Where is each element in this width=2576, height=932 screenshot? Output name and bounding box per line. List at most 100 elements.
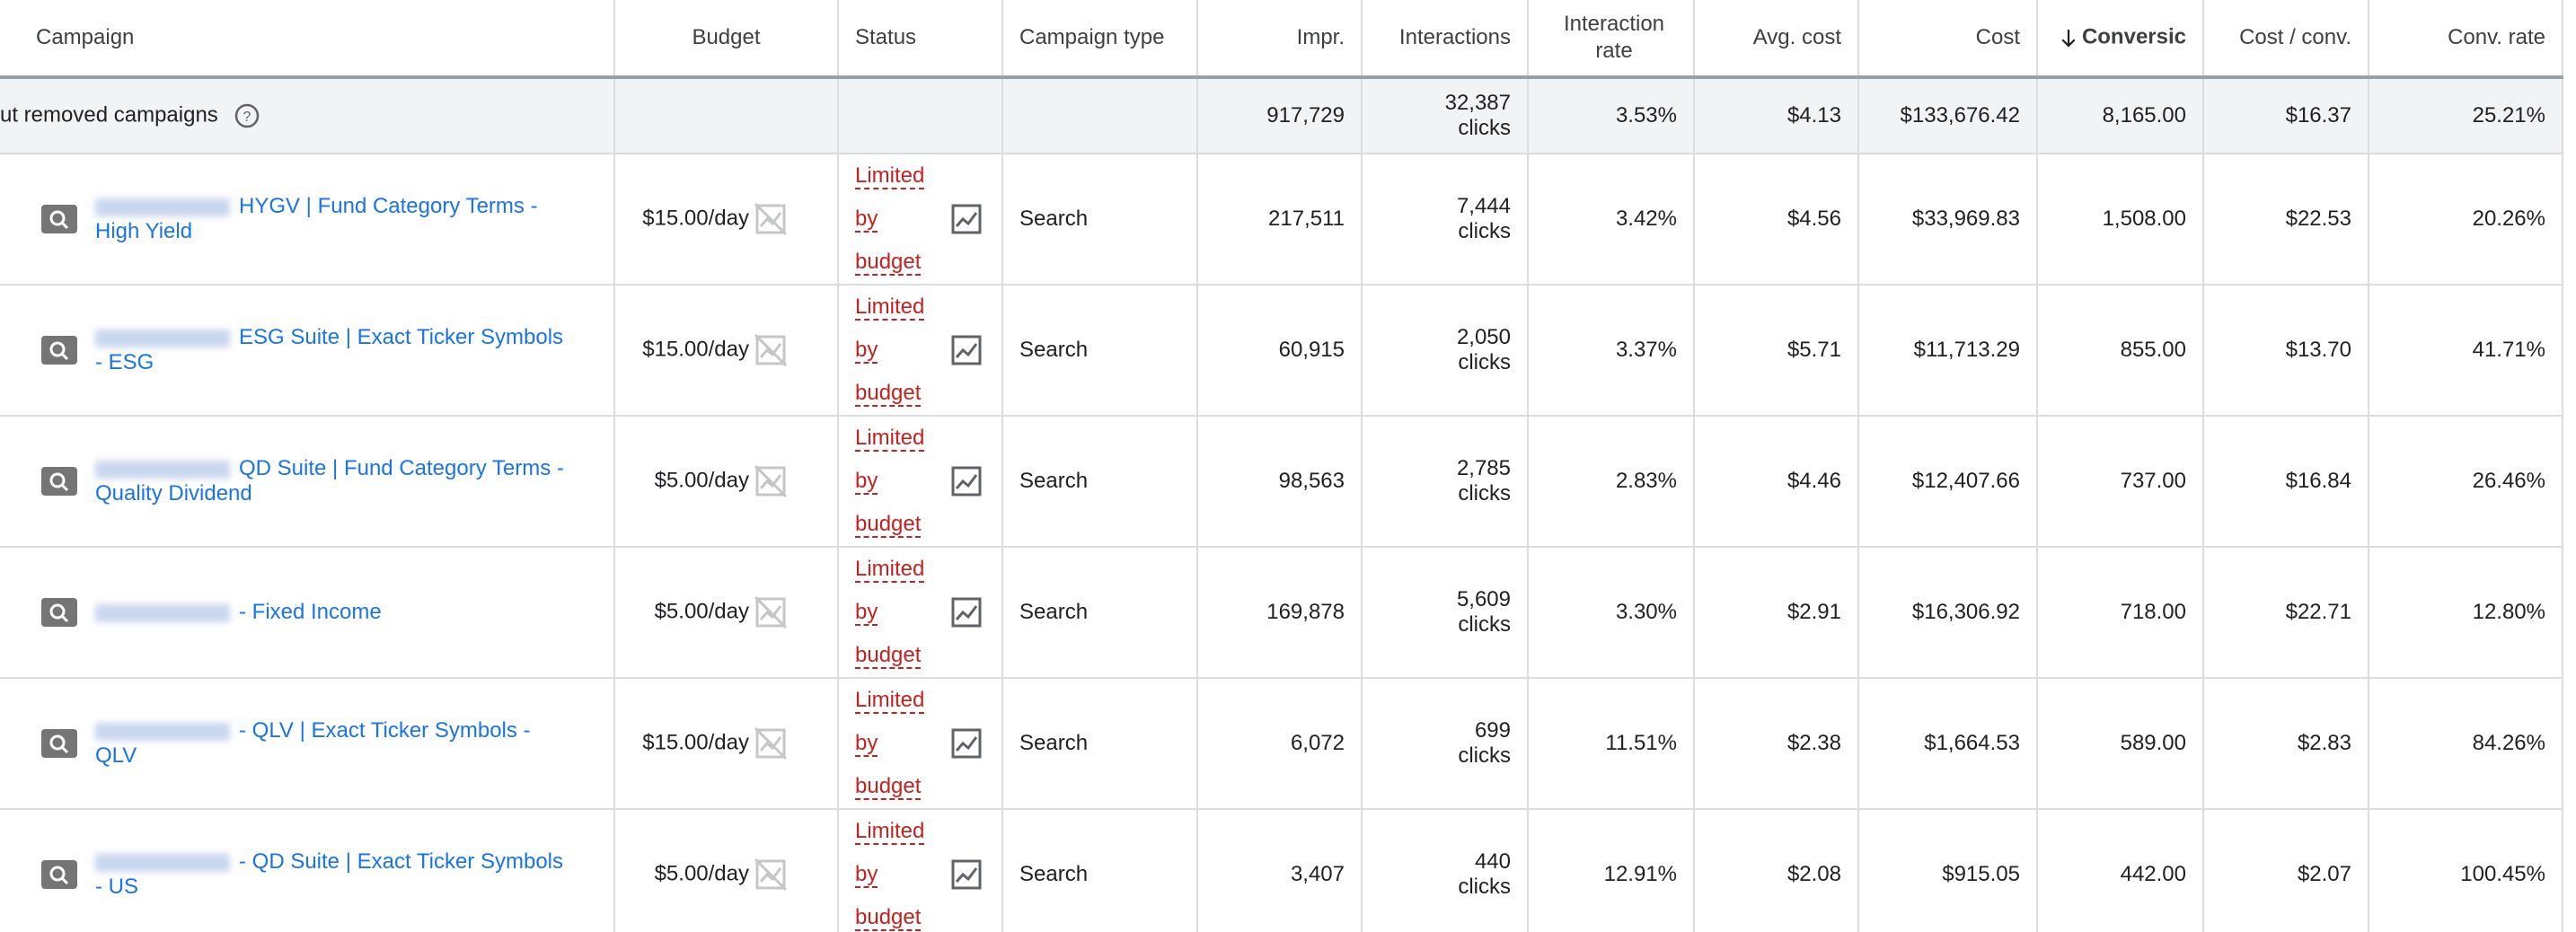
status-cell: Limited by budget	[838, 285, 1003, 417]
header-label[interactable]: Status	[855, 25, 917, 49]
interaction-rate: 12.91%	[1603, 862, 1677, 886]
redacted-prefix	[95, 853, 230, 872]
avg-cost: $4.46	[1786, 469, 1841, 493]
status-text[interactable]: Limited by budget	[855, 417, 936, 545]
column-header[interactable]: Interaction rate	[1528, 0, 1695, 79]
status[interactable]: Limited by budget	[855, 819, 925, 931]
header-label[interactable]: Budget	[692, 25, 761, 49]
metric-cell: $5.71	[1694, 285, 1859, 417]
column-header[interactable]: Cost / conv.	[2203, 0, 2369, 79]
impressions: 6,072	[1290, 731, 1345, 755]
campaign-link[interactable]: QD Suite | Fund Category Terms - Quality…	[95, 456, 571, 506]
metric-cell: 3.37%	[1528, 285, 1695, 417]
type-cell: Search	[1002, 809, 1198, 932]
column-header[interactable]: Campaign type	[1002, 0, 1198, 79]
campaign-name[interactable]: - Fixed Income	[239, 600, 382, 624]
status[interactable]: Limited by budget	[855, 688, 925, 800]
campaign-row: - QD Suite | Exact Ticker Symbols - US $5…	[0, 809, 2563, 932]
column-header[interactable]: Budget	[614, 0, 839, 79]
column-header[interactable]: Conversic	[2037, 0, 2204, 79]
header-label[interactable]: Conversic	[2081, 24, 2186, 49]
campaign-name[interactable]: - QLV | Exact Ticker Symbols - QLV	[95, 718, 531, 768]
cost-per-conv: $2.83	[2297, 731, 2351, 755]
impressions: 217,511	[1268, 207, 1345, 231]
header-label[interactable]: Conv. rate	[2448, 25, 2545, 49]
status-text[interactable]: Limited by budget	[855, 154, 936, 283]
conversions: 1,508.00	[2102, 207, 2186, 231]
status-text[interactable]: Limited by budget	[855, 548, 936, 676]
metric-cell: 2.83%	[1528, 416, 1695, 548]
cost: $133,676.42	[1900, 103, 2020, 127]
budget-chart-disabled	[754, 726, 788, 761]
budget-chart-disabled	[754, 857, 788, 892]
campaign-link[interactable]: - QD Suite | Exact Ticker Symbols - US	[95, 849, 571, 900]
type-cell: Search	[1002, 416, 1198, 548]
campaign-link[interactable]: ESG Suite | Exact Ticker Symbols - ESG	[95, 325, 571, 375]
metric-cell: 217,511	[1197, 154, 1363, 286]
campaign-name[interactable]: - QD Suite | Exact Ticker Symbols - US	[95, 849, 563, 899]
metric-cell: 6,072	[1197, 678, 1363, 810]
campaign-name[interactable]: QD Suite | Fund Category Terms - Quality…	[95, 456, 564, 506]
icon-status-chart	[948, 204, 984, 234]
status[interactable]: Limited by budget	[855, 557, 925, 669]
status[interactable]: Limited by budget	[855, 426, 925, 538]
campaign-name[interactable]: ESG Suite | Exact Ticker Symbols - ESG	[95, 325, 564, 374]
type-cell: Search	[1002, 154, 1198, 286]
interactions: 699 clicks	[1458, 718, 1511, 769]
campaign-row: QD Suite | Fund Category Terms - Quality…	[0, 416, 2563, 548]
interactions-value: 699	[1474, 718, 1511, 743]
metric-cell: 8,165.00	[2037, 77, 2204, 154]
header-row: Campaign Budget Status Campaign type Impr. In…	[0, 0, 2563, 79]
header-label[interactable]: Campaign	[36, 25, 135, 49]
campaign-type: Search	[1019, 469, 1089, 493]
header-label[interactable]: Campaign type	[1019, 25, 1165, 49]
column-header[interactable]: Cost	[1858, 0, 2038, 79]
column-header[interactable]: Conv. rate	[2369, 0, 2563, 79]
budget-cell: $15.00/day	[614, 678, 839, 810]
search-icon	[41, 467, 77, 496]
interactions-value: 2,050	[1456, 325, 1511, 349]
column-header[interactable]: Avg. cost	[1694, 0, 1859, 79]
column-header[interactable]: Interactions	[1362, 0, 1529, 79]
icon-search-icon	[41, 205, 77, 233]
search-icon	[41, 729, 77, 758]
header-label[interactable]: Interactions	[1398, 25, 1511, 49]
conversions: 442.00	[2120, 862, 2186, 886]
interactions-unit: clicks	[1458, 875, 1511, 899]
campaign-link[interactable]: HYGV | Fund Category Terms - High Yield	[95, 194, 571, 244]
campaign-link[interactable]: - Fixed Income	[95, 600, 571, 625]
metric-cell: 169,878	[1197, 547, 1363, 679]
column-header[interactable]: Campaign	[0, 0, 615, 79]
status-text[interactable]: Limited by budget	[855, 810, 936, 932]
search-icon	[41, 598, 77, 627]
header-label[interactable]: Avg. cost	[1752, 25, 1841, 49]
metric-cell: 442.00	[2037, 809, 2204, 932]
interaction-rate: 3.37%	[1615, 338, 1677, 362]
campaign-name[interactable]: HYGV | Fund Category Terms - High Yield	[95, 194, 538, 243]
status-cell: Limited by budget	[838, 809, 1003, 932]
status-text[interactable]: Limited by budget	[855, 679, 936, 807]
interactions-unit: clicks	[1458, 743, 1511, 768]
interactions-unit: clicks	[1458, 612, 1511, 637]
campaign-type: Search	[1019, 207, 1089, 231]
interactions-unit: clicks	[1458, 116, 1511, 140]
status[interactable]: Limited by budget	[855, 163, 925, 276]
status-chart	[951, 204, 982, 234]
header-label[interactable]: Impr.	[1296, 25, 1345, 49]
campaign-link[interactable]: - QLV | Exact Ticker Symbols - QLV	[95, 718, 571, 769]
header-label[interactable]: Cost	[1975, 25, 2020, 49]
header-label[interactable]: Interaction rate	[1563, 12, 1665, 63]
status-text[interactable]: Limited by budget	[855, 286, 936, 414]
avg-cost: $4.56	[1786, 207, 1841, 231]
column-header[interactable]: Status	[838, 0, 1003, 79]
column-header[interactable]: Impr.	[1197, 0, 1363, 79]
status[interactable]: Limited by budget	[855, 295, 925, 407]
budget: $5.00/day	[654, 468, 749, 493]
status-cell: Limited by budget	[838, 154, 1003, 286]
header-label[interactable]: Cost / conv.	[2239, 25, 2351, 49]
status-cell: Limited by budget	[838, 416, 1003, 548]
metric-cell: $16.84	[2203, 416, 2369, 548]
help-icon: ?	[234, 103, 260, 128]
campaign-type: Search	[1019, 600, 1089, 624]
avg-cost: $4.13	[1786, 103, 1841, 127]
